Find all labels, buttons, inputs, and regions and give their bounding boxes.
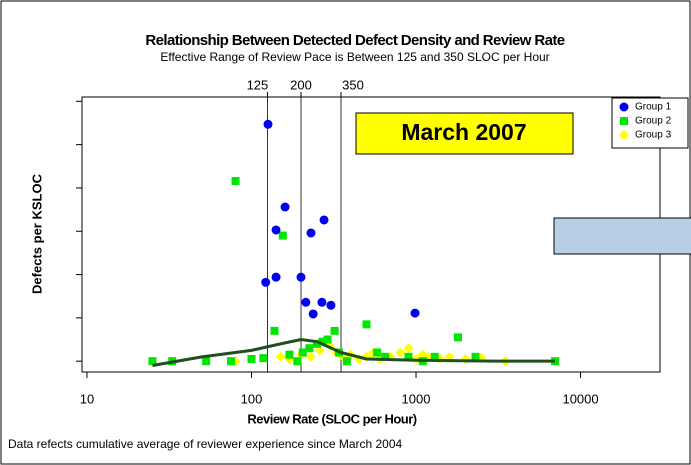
point xyxy=(306,228,316,238)
annotation: March 2007 xyxy=(401,119,526,145)
point xyxy=(318,337,327,346)
footnote: Data refects cumulative average of revie… xyxy=(8,437,403,451)
point xyxy=(247,355,256,364)
annotation-box xyxy=(355,112,574,155)
chart-subtitle: Effective Range of Review Pace is Betwee… xyxy=(160,50,549,64)
x-tick-label: 100 xyxy=(241,391,263,406)
point xyxy=(259,354,268,363)
point xyxy=(148,357,157,366)
legend-marker xyxy=(619,102,629,112)
point xyxy=(319,215,329,225)
point xyxy=(270,326,279,335)
point xyxy=(342,357,351,366)
x-axis-label: Review Rate (SLOC per Hour) xyxy=(247,411,416,426)
callout-box xyxy=(553,217,691,255)
reference-label: 200 xyxy=(290,77,312,92)
point xyxy=(373,348,382,357)
point xyxy=(305,344,314,353)
legend-label: Group 2 xyxy=(635,116,672,127)
point xyxy=(226,357,235,366)
y-axis-label: Defects per KSLOC xyxy=(29,173,44,294)
chart-title: Relationship Between Detected Defect Den… xyxy=(145,32,564,49)
point xyxy=(312,339,321,348)
point xyxy=(261,277,271,287)
legend-label: Group 1 xyxy=(635,102,672,113)
point xyxy=(381,352,390,361)
x-tick-label: 1000 xyxy=(402,391,431,406)
point xyxy=(271,272,281,282)
point xyxy=(296,272,306,282)
reference-label: 350 xyxy=(342,77,364,92)
point xyxy=(330,326,339,335)
x-tick-label: 10000 xyxy=(562,391,598,406)
legend-marker xyxy=(619,130,629,140)
point xyxy=(395,347,406,358)
reference-label: 125 xyxy=(247,77,269,92)
point xyxy=(263,119,273,129)
point xyxy=(471,352,480,361)
fit-line xyxy=(152,337,556,367)
point xyxy=(326,300,336,310)
point xyxy=(275,351,286,362)
point xyxy=(293,357,302,366)
point xyxy=(231,177,240,186)
point xyxy=(430,352,439,361)
point xyxy=(271,225,281,235)
point xyxy=(403,343,414,354)
point xyxy=(285,350,294,359)
point xyxy=(306,351,317,362)
point xyxy=(454,333,463,342)
point xyxy=(278,231,287,240)
point xyxy=(317,297,327,307)
point xyxy=(298,348,307,357)
point xyxy=(410,308,420,318)
point xyxy=(308,309,318,319)
point xyxy=(323,335,332,344)
legend-label: Group 3 xyxy=(635,130,672,141)
point xyxy=(404,352,413,361)
legend-marker xyxy=(620,117,628,125)
point xyxy=(362,320,371,329)
point xyxy=(301,297,311,307)
point xyxy=(280,202,290,212)
point xyxy=(202,357,211,366)
x-tick-label: 10 xyxy=(80,391,94,406)
